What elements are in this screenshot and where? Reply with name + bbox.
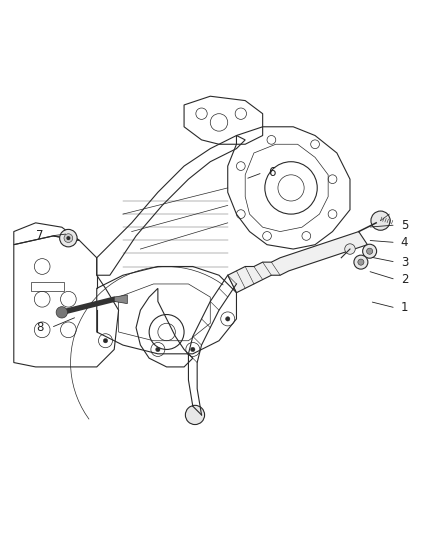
Circle shape: [363, 244, 377, 258]
Circle shape: [191, 348, 195, 352]
Circle shape: [103, 338, 108, 343]
Circle shape: [56, 306, 67, 318]
Polygon shape: [228, 231, 367, 293]
Circle shape: [185, 405, 205, 425]
Text: 7: 7: [36, 229, 44, 243]
Circle shape: [67, 237, 70, 239]
Polygon shape: [114, 295, 127, 304]
Circle shape: [60, 229, 77, 247]
Circle shape: [64, 234, 73, 243]
Text: 1: 1: [401, 302, 408, 314]
Text: 5: 5: [401, 219, 408, 231]
Text: 6: 6: [268, 166, 275, 179]
Circle shape: [358, 259, 364, 265]
Circle shape: [354, 255, 368, 269]
Circle shape: [345, 244, 355, 254]
Circle shape: [367, 248, 373, 254]
Text: 3: 3: [401, 256, 408, 269]
Text: 8: 8: [36, 321, 44, 334]
Circle shape: [226, 317, 230, 321]
Circle shape: [155, 348, 160, 352]
Circle shape: [371, 211, 390, 230]
Text: 2: 2: [401, 273, 408, 286]
Text: 4: 4: [401, 236, 408, 249]
